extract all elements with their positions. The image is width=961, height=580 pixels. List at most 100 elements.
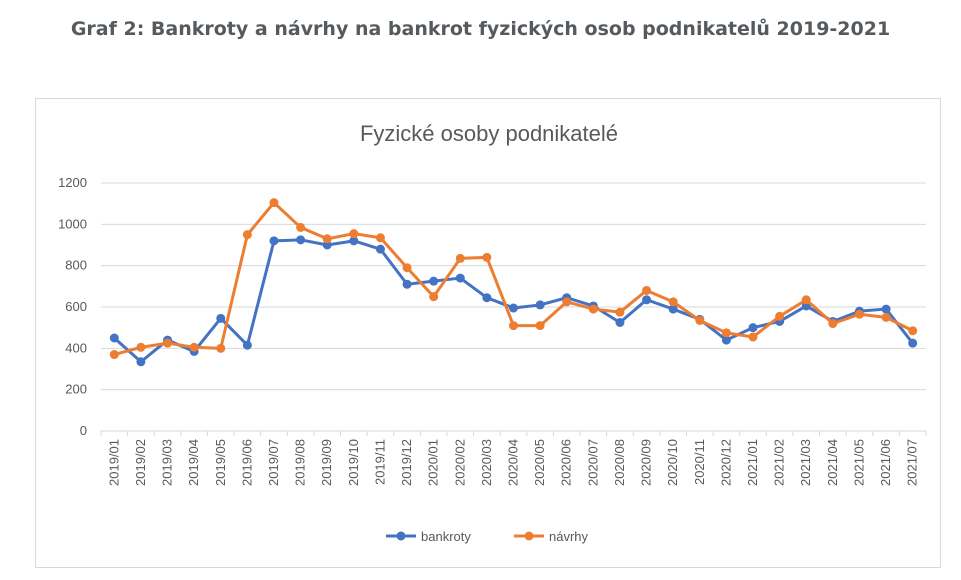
data-point — [455, 253, 465, 263]
data-point — [615, 318, 625, 327]
x-tick-label: 2019/10 — [346, 439, 361, 486]
legend-item: návrhy — [514, 529, 589, 544]
y-tick-label: 0 — [80, 423, 87, 438]
y-tick-label: 600 — [65, 299, 87, 314]
x-tick-label: 2019/05 — [213, 439, 228, 486]
data-point — [775, 311, 785, 321]
data-point — [109, 333, 119, 343]
y-tick-label: 800 — [65, 258, 87, 273]
data-point — [615, 307, 625, 317]
data-point — [349, 229, 359, 239]
x-tick-label: 2020/01 — [426, 439, 441, 486]
data-point — [881, 304, 891, 314]
data-point — [269, 198, 279, 208]
series-návrhy — [109, 198, 918, 360]
x-tick-label: 2020/08 — [612, 439, 627, 486]
data-point — [748, 332, 758, 342]
legend: bankroty návrhy — [386, 529, 589, 544]
y-tick-label: 1200 — [58, 175, 87, 190]
series-line — [113, 238, 914, 364]
data-point — [322, 240, 332, 250]
x-tick-label: 2020/11 — [692, 439, 707, 485]
data-point — [402, 279, 412, 289]
x-tick-label: 2020/07 — [585, 439, 600, 486]
data-point — [668, 297, 678, 307]
x-tick-label: 2021/05 — [851, 439, 866, 486]
data-point — [748, 323, 758, 333]
data-point — [908, 338, 918, 348]
x-tick-label: 2019/07 — [266, 439, 281, 486]
legend-item: bankroty — [386, 529, 471, 544]
x-tick-label: 2020/02 — [452, 439, 467, 486]
x-tick-label: 2019/02 — [133, 439, 148, 486]
y-axis: 0 200 400 600 800 1000 1200 — [58, 175, 87, 438]
data-point — [109, 350, 119, 360]
data-point — [136, 357, 146, 367]
data-point — [242, 340, 252, 350]
x-tick-label: 2020/03 — [479, 439, 494, 486]
x-tick-label: 2021/06 — [878, 439, 893, 486]
line-chart: Fyzické osoby podnikatelé 0 200 400 600 800 1… — [58, 121, 927, 544]
x-tick-label: 2019/06 — [239, 439, 254, 486]
data-point — [482, 252, 492, 262]
x-tick-label: 2021/07 — [905, 439, 920, 486]
chart-title: Fyzické osoby podnikatelé — [360, 121, 618, 146]
data-point — [429, 292, 439, 302]
x-tick-label: 2019/03 — [160, 439, 175, 486]
legend-label: bankroty — [421, 529, 471, 544]
x-tick-label: 2021/04 — [825, 439, 840, 486]
data-point — [854, 309, 864, 319]
data-point — [189, 342, 199, 352]
data-point — [828, 319, 838, 329]
y-tick-label: 1000 — [58, 216, 87, 231]
data-point — [642, 285, 652, 295]
data-point — [375, 233, 385, 243]
legend-label: návrhy — [549, 529, 589, 544]
data-point — [668, 304, 678, 314]
data-point — [535, 321, 545, 331]
series-layer — [109, 198, 918, 367]
y-tick-label: 400 — [65, 340, 87, 355]
data-point — [375, 244, 385, 254]
x-tick-label: 2019/04 — [186, 439, 201, 486]
data-point — [535, 300, 545, 310]
data-point — [242, 230, 252, 240]
data-point — [322, 234, 332, 244]
x-tick-label: 2020/06 — [559, 439, 574, 486]
chart-frame: Fyzické osoby podnikatelé 0 200 400 600 800 1… — [35, 98, 941, 568]
x-tick-label: 2020/10 — [665, 439, 680, 486]
x-tick-label: 2019/09 — [319, 439, 334, 486]
data-point — [695, 315, 705, 325]
data-point — [216, 343, 226, 353]
legend-marker — [396, 531, 406, 541]
x-tick-label: 2019/11 — [372, 439, 387, 485]
data-point — [881, 312, 891, 322]
y-tick-label: 200 — [65, 382, 87, 397]
page-heading: Graf 2: Bankroty a návrhy na bankrot fyz… — [70, 18, 891, 40]
x-tick-label: 2020/05 — [532, 439, 547, 486]
x-tick-label: 2020/04 — [506, 439, 521, 486]
data-point — [163, 338, 173, 348]
data-point — [482, 293, 492, 303]
x-tick-label: 2021/02 — [772, 439, 787, 486]
data-point — [801, 295, 811, 305]
x-axis: 2019/01 2019/02 2019/03 2019/04 2019/05 2019/… — [100, 431, 927, 486]
data-point — [296, 222, 306, 232]
x-tick-label: 2019/08 — [293, 439, 308, 486]
data-point — [216, 313, 226, 323]
data-point — [509, 321, 518, 331]
data-point — [136, 342, 146, 352]
gridlines — [101, 182, 926, 432]
legend-marker — [524, 531, 534, 541]
data-point — [721, 328, 731, 338]
x-tick-label: 2020/12 — [718, 439, 733, 486]
data-point — [296, 235, 306, 245]
data-point — [455, 273, 465, 283]
x-tick-label: 2021/01 — [745, 439, 760, 486]
data-point — [908, 326, 918, 336]
data-point — [429, 276, 439, 286]
x-tick-label: 2019/01 — [106, 439, 121, 486]
data-point — [721, 335, 731, 345]
data-point — [642, 295, 652, 305]
data-point — [269, 236, 279, 246]
